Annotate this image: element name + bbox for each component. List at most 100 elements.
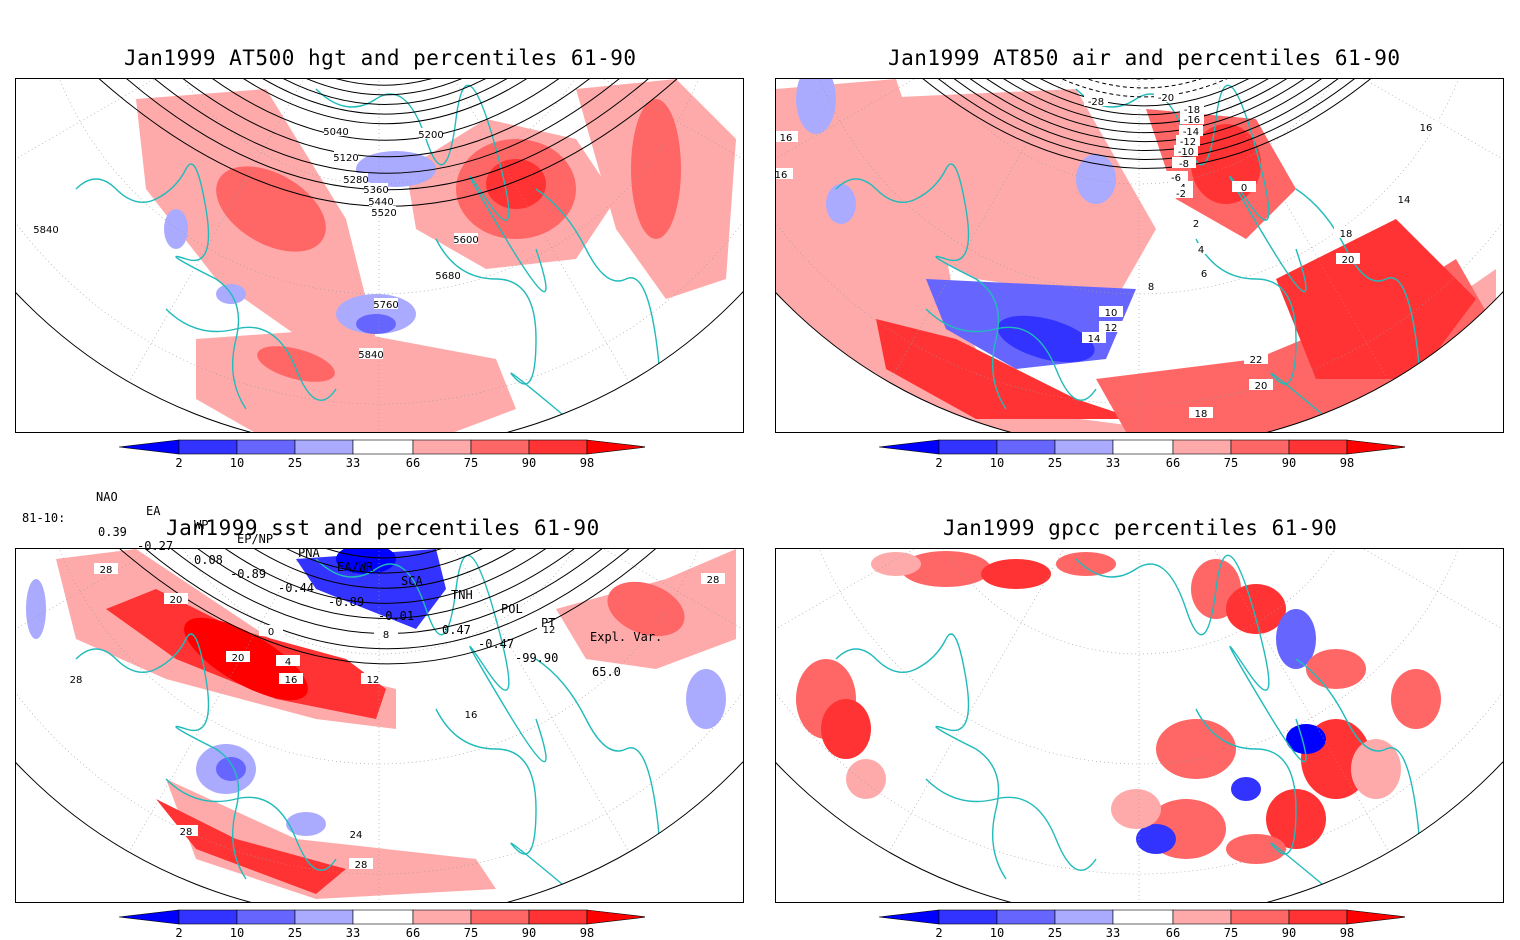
- contour-label-bg: [259, 625, 283, 636]
- contour-line: [196, 549, 562, 559]
- contour-label: 24: [350, 830, 363, 841]
- colorbar-segment: [178, 909, 238, 925]
- coastline: [315, 84, 547, 293]
- contour-label-bg: [349, 858, 373, 869]
- longitude-gridline: [1138, 79, 1390, 383]
- contour-label-bg: [1169, 187, 1193, 198]
- contour-label: 16: [465, 710, 478, 721]
- contour-line: [78, 549, 680, 650]
- contour-line: [956, 79, 1322, 89]
- percentile-shading: [257, 346, 335, 382]
- colorbar-left-triangle: [118, 909, 180, 925]
- contour-line: [187, 79, 571, 96]
- contour-label-bg: [1180, 103, 1204, 114]
- contour-label: 28: [355, 860, 368, 871]
- colorbar-left-triangle: [118, 439, 180, 455]
- index-value-nao: 0.39: [98, 525, 127, 539]
- contour-label: 4: [1198, 245, 1204, 256]
- longitude-gridline: [776, 79, 1140, 200]
- longitude-gridline: [16, 79, 380, 200]
- contour-line: [106, 79, 652, 158]
- percentile-shading: [216, 166, 326, 252]
- contour-label-bg: [1336, 253, 1360, 264]
- contour-label: 5120: [333, 153, 358, 164]
- colorbar-tick-label: 98: [580, 926, 594, 940]
- contour-label-bg: [324, 125, 348, 136]
- contour-label: 20: [232, 653, 245, 664]
- colorbar-tick-label: 66: [406, 456, 420, 470]
- contour-label: 5600: [453, 235, 478, 246]
- contour-label: -20: [1158, 93, 1174, 104]
- contour-label: -28: [1088, 97, 1104, 108]
- longitude-gridline: [1138, 549, 1503, 670]
- percentile-shading: [166, 779, 496, 899]
- contour-label-bg: [776, 168, 793, 179]
- latitude-gridline: [143, 549, 615, 655]
- colorbar-tick-label: 25: [1048, 926, 1062, 940]
- percentile-shading: [296, 549, 446, 629]
- contour-line: [898, 79, 1380, 134]
- panel-title-air850: Jan1999 AT850 air and percentiles 61-90: [888, 46, 1401, 70]
- contour-line: [128, 79, 630, 141]
- contour-label: 8: [383, 630, 389, 641]
- colorbar-segment: [528, 909, 588, 925]
- colorbar-tick-label: 90: [522, 456, 536, 470]
- precipitation-shading: [1276, 609, 1316, 669]
- colorbar-right-triangle: [586, 909, 645, 925]
- contour-label: 6: [1201, 269, 1207, 280]
- percentile-shading: [216, 757, 246, 781]
- index-value-sca: -0.01: [378, 609, 415, 623]
- contour-label-bg: [1154, 91, 1178, 102]
- colorbar-segment: [470, 439, 530, 455]
- contour-label: -6: [1171, 173, 1181, 184]
- colorbar-tick-label: 2: [175, 926, 182, 940]
- contour-line: [157, 549, 601, 589]
- colorbar-tick-label: 10: [230, 456, 244, 470]
- contour-label: 5840: [358, 350, 383, 361]
- index-value-ea: -0.27: [137, 539, 174, 553]
- contour-label-bg: [1244, 353, 1268, 364]
- colorbar-segment: [528, 439, 588, 455]
- latitude-gridline: [903, 79, 1375, 185]
- coastline: [75, 633, 247, 880]
- colorbar-air850: 2 10 25 33 66 75 90 98: [878, 439, 1405, 470]
- contour-label-bg: [374, 628, 398, 639]
- colorbar-tick-label: 75: [1224, 926, 1238, 940]
- precipitation-shading: [1226, 584, 1286, 634]
- contour-label: -2: [1176, 189, 1186, 200]
- latitude-gridline: [903, 549, 1375, 655]
- contour-label-bg: [1172, 157, 1196, 168]
- contour-label: 16: [1420, 123, 1433, 134]
- colorbar-segment: [996, 909, 1056, 925]
- colorbar-tick-label: 33: [346, 926, 360, 940]
- contour-label-bg: [419, 128, 443, 139]
- contour-label-bg: [344, 828, 368, 839]
- percentile-shading: [1376, 99, 1496, 219]
- index-value-tnh: 0.47: [442, 623, 471, 637]
- colorbar-tick-label: 25: [1048, 456, 1062, 470]
- index-header-tnh: TNH: [451, 588, 473, 602]
- contour-label: 12: [543, 625, 556, 636]
- colorbar-tick-label: 66: [1166, 456, 1180, 470]
- contour-label: 4: [285, 657, 291, 668]
- colorbar-tick-label: 98: [1340, 926, 1354, 940]
- contour-line: [162, 79, 596, 115]
- contour-label: 12: [367, 675, 380, 686]
- longitude-gridline: [1138, 549, 1390, 853]
- contour-line: [851, 79, 1427, 169]
- longitude-gridline: [378, 549, 743, 670]
- colorbar-segment: [938, 439, 998, 455]
- colorbar-tick-label: 98: [1340, 456, 1354, 470]
- map-gpcc: [775, 548, 1504, 903]
- index-header-pol: POL: [501, 602, 523, 616]
- longitude-gridline: [378, 79, 743, 200]
- colorbar-tick-label: 10: [990, 456, 1004, 470]
- colorbar-segment: [236, 909, 296, 925]
- colorbar-tick-label: 90: [1282, 926, 1296, 940]
- precipitation-shading: [1351, 739, 1401, 799]
- index-header-pna: PNA: [298, 546, 320, 560]
- index-values: 81-10: 0.39 -0.27 0.08 -0.89 -0.44 -0.89…: [22, 497, 722, 679]
- percentile-shading: [826, 184, 856, 224]
- precipitation-shading: [1286, 724, 1326, 754]
